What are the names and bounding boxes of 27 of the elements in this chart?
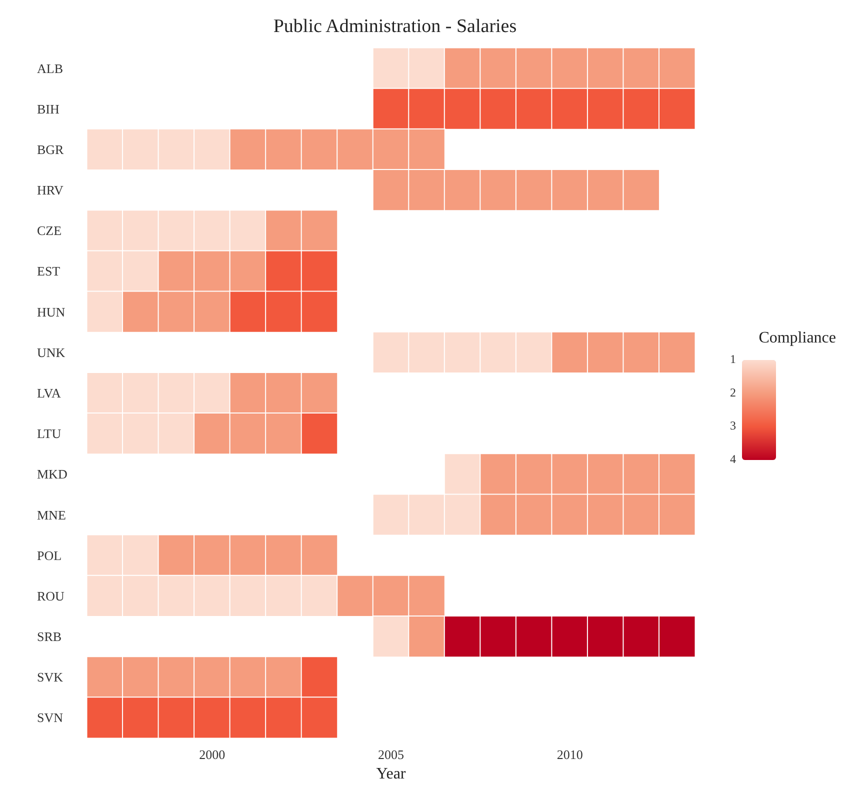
y-tick-label: LTU [37,426,62,442]
chart-title: Public Administration - Salaries [273,16,517,37]
y-tick-label: ALB [37,60,64,76]
y-tick-label: EST [37,264,60,279]
x-tick-label: 2000 [199,747,226,762]
y-tick-label: BGR [37,142,64,157]
color-bar-label: 2 [730,385,736,400]
x-axis-title: Year [376,766,406,782]
y-tick-label: LVA [37,386,62,400]
y-tick-label: BIH [37,101,60,116]
y-tick-label: CZE [37,223,62,238]
y-tick-label: HRV [37,182,64,198]
y-tick-label: POL [37,548,62,563]
y-tick-label: SVN [37,710,64,726]
x-tick-label: 2005 [378,747,404,762]
color-bar-label: 1 [730,352,736,366]
y-tick-label: HUN [37,304,66,320]
x-tick-label: 2010 [556,747,583,762]
y-tick-label: ROU [37,588,66,604]
y-tick-label: UNK [37,344,66,360]
y-tick-label: SVK [37,670,64,685]
color-bar-label: 3 [730,418,736,433]
color-bar-label: 4 [730,452,736,466]
y-tick-label: SRB [37,629,62,644]
y-tick-label: MKD [37,466,68,482]
y-tick-label: MNE [37,507,66,522]
legend-title: Compliance [758,330,836,346]
